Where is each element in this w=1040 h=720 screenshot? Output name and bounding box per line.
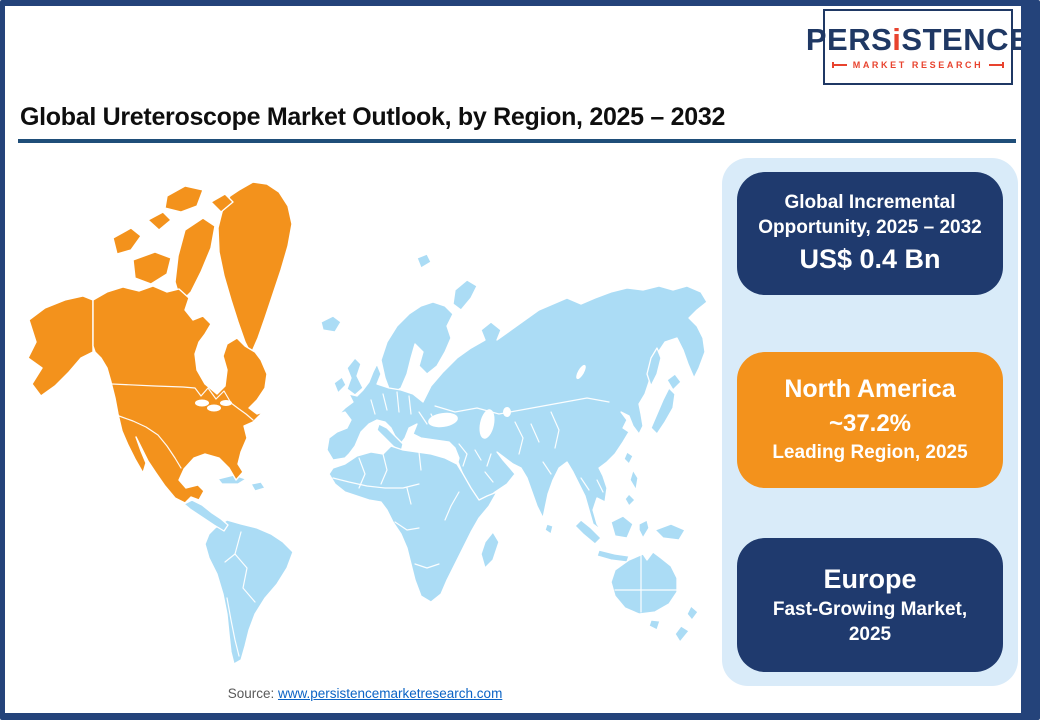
border-us-mexico — [118, 415, 182, 469]
island-sulawesi — [638, 519, 650, 539]
borders-australia-states — [614, 553, 678, 613]
island-sakhalin — [646, 347, 662, 387]
island-iceland — [320, 315, 342, 333]
borders-africa-2 — [380, 453, 388, 485]
source-line: Source: www.persistencemarketresearch.co… — [15, 686, 715, 701]
island-philippines-north — [629, 469, 639, 491]
island-hokkaido — [666, 373, 682, 391]
persistence-logo: PERSiSTENCE MARKET RESEARCH — [806, 9, 1030, 85]
logo-tagline: MARKET RESEARCH — [831, 60, 1005, 70]
island-new-guinea — [654, 523, 686, 541]
island-baffin — [174, 217, 216, 303]
island-devon — [210, 193, 234, 213]
borders-middle-east-1 — [458, 443, 468, 467]
borders-africa-4 — [406, 487, 412, 505]
region-rest-of-world — [183, 253, 708, 665]
great-lake-east — [220, 400, 232, 406]
card-global-opportunity: Global Incremental Opportunity, 2025 – 2… — [737, 172, 1003, 295]
island-tasmania — [648, 619, 661, 631]
borders-africa-3 — [418, 451, 422, 471]
borders-africa-1 — [358, 457, 366, 489]
source-label: Source: — [227, 686, 275, 701]
borders-middle-east-2 — [474, 449, 494, 483]
title-underline — [18, 139, 1016, 143]
borders-india-pak — [542, 461, 552, 475]
borders-africa-6 — [394, 521, 420, 531]
region-alaska — [27, 295, 94, 397]
border-us-canada — [111, 383, 254, 421]
borders-china-west — [550, 411, 560, 449]
island-novaya-zemlya — [452, 279, 478, 311]
borders-east-europe — [418, 411, 438, 427]
source-link[interactable]: www.persistencemarketresearch.com — [277, 686, 503, 701]
borders-europe-4 — [408, 395, 412, 415]
card2-title: North America — [784, 375, 956, 404]
tagline-left-rule — [831, 62, 847, 68]
island-borneo — [610, 515, 634, 539]
tagline-text: MARKET RESEARCH — [852, 60, 984, 70]
island-ireland — [333, 376, 347, 394]
lake-baikal — [576, 364, 586, 380]
region-australia — [610, 551, 678, 615]
island-arctic-small — [147, 211, 172, 231]
region-north-america — [27, 181, 293, 504]
border-russia-south — [434, 397, 610, 415]
borders-africa-sahel — [332, 477, 420, 489]
island-banks — [112, 227, 142, 255]
logo-wordmark: PERSiSTENCE — [805, 22, 1031, 57]
card1-line1: Global Incremental — [784, 192, 956, 214]
island-victoria — [132, 251, 172, 285]
borders-central-asia-1 — [514, 421, 524, 455]
island-hispaniola — [250, 481, 266, 492]
borders-africa-7 — [414, 563, 440, 569]
borders-central-asia-2 — [530, 423, 540, 443]
island-madagascar — [480, 531, 500, 569]
region-scandinavia — [380, 301, 454, 395]
region-eurasia — [326, 285, 708, 531]
borders-europe-1 — [370, 399, 376, 415]
island-cuba — [217, 474, 247, 485]
borders-se-asia — [580, 477, 604, 493]
island-new-zealand-north — [686, 605, 699, 621]
card1-line2: Opportunity, 2025 – 2032 — [758, 217, 982, 239]
island-ellesmere — [164, 185, 204, 213]
island-svalbard — [416, 253, 432, 269]
card3-line2: 2025 — [848, 623, 892, 645]
world-map — [15, 162, 715, 692]
region-central-america — [183, 499, 229, 532]
island-japan — [650, 387, 676, 435]
card3-title: Europe — [823, 564, 917, 595]
region-south-america — [204, 519, 294, 665]
country-borders — [111, 383, 678, 657]
region-greenland — [217, 181, 293, 355]
island-philippines-south — [624, 493, 636, 507]
card1-value: US$ 0.4 Bn — [799, 244, 941, 275]
borders-south-america-3 — [226, 597, 240, 657]
caspian-sea — [479, 409, 495, 439]
card-europe: Europe Fast-Growing Market, 2025 — [737, 538, 1003, 672]
borders-south-america-2 — [234, 553, 256, 603]
borders-europe-2 — [382, 393, 388, 411]
card2-value: ~37.2% — [828, 409, 912, 437]
card3-line1: Fast-Growing Market, — [772, 598, 968, 620]
island-sumatra — [574, 519, 602, 545]
card2-subtitle: Leading Region, 2025 — [772, 441, 968, 463]
borders-europe-3 — [396, 391, 400, 413]
region-na-mainland — [92, 285, 268, 504]
island-great-britain — [346, 357, 364, 396]
island-sri-lanka — [544, 523, 554, 535]
stats-panel: Global Incremental Opportunity, 2025 – 2… — [722, 158, 1018, 686]
island-java — [596, 549, 630, 563]
tagline-right-rule — [989, 62, 1005, 68]
region-africa — [328, 445, 498, 603]
island-taiwan — [623, 451, 634, 465]
borders-africa-5 — [444, 491, 460, 521]
card-north-america: North America ~37.2% Leading Region, 202… — [737, 352, 1003, 488]
great-lake-mid — [207, 404, 221, 412]
island-new-zealand-south — [674, 625, 690, 643]
great-lake-west — [195, 399, 209, 407]
page-title: Global Ureteroscope Market Outlook, by R… — [20, 103, 726, 131]
